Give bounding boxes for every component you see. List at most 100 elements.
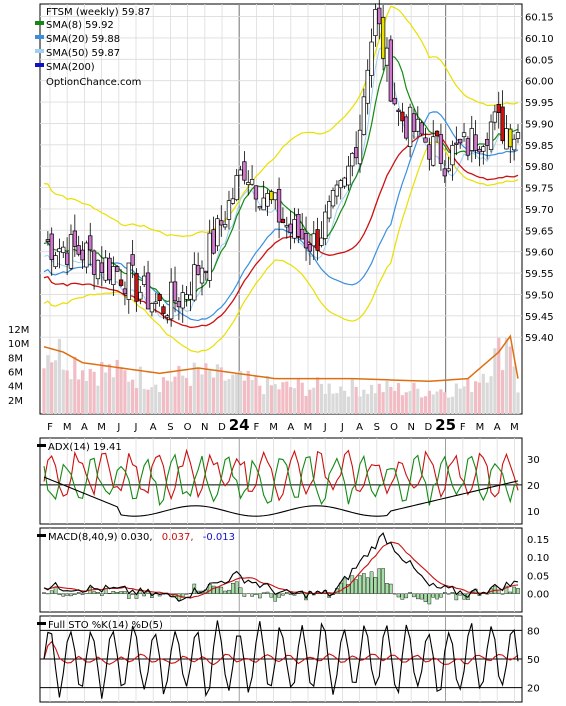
macd-panel-frame [39,527,523,613]
volume-bar [319,383,324,414]
volume-bar [427,390,431,414]
volume-bar [107,364,112,414]
x-tick-label: S [374,422,380,433]
candle-body [311,233,316,247]
legend: FTSM (weekly) 59.87 SMA(8) 59.92 SMA(20)… [35,7,150,88]
volume-bar [458,388,462,414]
sto-label-swatch [37,622,46,625]
price-tick-label: 59.90 [525,119,554,130]
candle-body [415,118,420,132]
macd-histogram-bar [439,593,443,598]
x-tick-label: N [407,422,414,433]
macd-histogram-bar [42,592,46,594]
axis-ticks: F M A M J J A S O N D 24 F M A M J J A S O N D 25 F M A M60.1560.10… [8,13,554,695]
volume-bar [242,380,246,414]
candle-body [380,17,386,59]
candle-body [327,201,332,219]
candle-body [269,191,274,201]
price-tick-label: 59.50 [525,290,554,301]
volume-bar [231,374,235,414]
candle-body [454,142,459,145]
x-tick-label: J [116,422,120,433]
macd-histogram-bar [500,593,505,595]
legend-swatch-sma20 [35,35,44,39]
macd-histogram-bar [381,568,385,594]
candle-body [45,239,51,242]
candle-body [392,97,397,105]
volume-bar [69,379,73,414]
source-label: OptionChance.com [46,77,141,88]
candle-body [203,270,209,274]
minus-di-line [43,453,519,507]
macd-histogram-bar [53,587,58,594]
volume-bar [77,379,81,414]
volume-tick-label: 8M [8,353,23,364]
candle-body [500,106,505,142]
volume-bar [462,386,466,414]
legend-sma20: SMA(20) 59.88 [46,34,120,45]
candle-body [342,177,347,187]
candle-body [319,237,324,246]
price-tick-label: 59.85 [525,141,554,152]
macd-histogram-bar [138,590,143,594]
x-tick-label: A [494,422,501,433]
volume-bar [119,367,123,414]
volume-bar [497,337,501,414]
volume-bar [273,384,277,414]
macd-histogram-bar [265,591,270,594]
candle-body [411,113,417,132]
adx-tick-label: 30 [527,455,540,466]
volume-bar [435,391,439,414]
volume-bar [304,395,308,414]
volume-bar [408,391,412,414]
volume-bar [289,387,293,414]
candle-body [315,229,320,251]
candle-body [138,291,143,300]
price-tick-label: 59.75 [525,184,554,195]
macd-tick-label: 0.10 [527,553,549,564]
adx-panel-frame [39,437,523,525]
price-tick-label: 60.10 [525,34,554,45]
volume-bar [339,386,343,414]
macd-histogram-bar [92,591,96,594]
candle-body [207,232,212,281]
macd-histogram-bar [458,593,462,596]
price-tick-label: 59.55 [525,269,554,280]
x-tick-label: M [476,422,485,433]
candle-body [184,294,189,300]
volume-bar [208,370,212,414]
macd-histogram-bar [231,583,235,594]
volume-bar [412,382,416,414]
adx-tick-label: 20 [527,481,540,492]
volume-bar [362,389,366,414]
x-tick-label: M [97,422,106,433]
x-tick-label: A [150,422,157,433]
candle-body [230,198,235,204]
volume-bar [316,377,320,414]
candle-body [303,233,309,249]
volume-bar [258,385,262,414]
candlesticks [45,0,521,327]
candle-body [64,252,70,265]
macd-histogram-bar [419,593,424,600]
volume-bar [342,390,347,414]
candle-body [280,218,286,224]
x-tick-label: J [323,422,327,433]
candle-body [49,233,54,260]
volume-bar [181,375,185,414]
adx-tick-label: 10 [527,507,540,518]
volume-bar [138,366,142,414]
x-tick-label: J [134,422,138,433]
volume-bar [215,364,220,414]
price-tick-label: 59.60 [525,248,554,259]
volume-bar [369,384,374,414]
x-tick-label: F [254,422,260,433]
volume-bar [385,380,389,414]
macd-signal-value: 0.037, [162,532,194,543]
volume-bar [204,363,208,414]
macd-value: MACD(8,40,9) 0.030, [48,532,153,543]
candle-body [91,250,97,275]
volume-bar [104,372,108,414]
macd-histogram-bar [103,588,108,594]
volume-bar [312,387,316,414]
